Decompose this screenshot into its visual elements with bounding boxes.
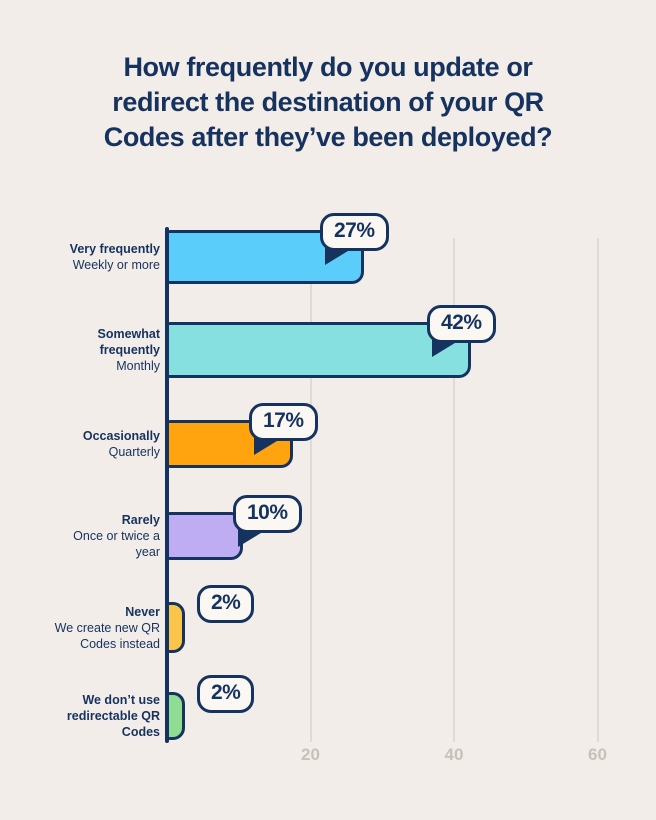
gridline bbox=[309, 238, 312, 742]
category-label-primary: We don’t use redirectable QR Codes bbox=[66, 693, 160, 739]
gridline bbox=[596, 238, 599, 742]
bar bbox=[167, 512, 243, 560]
value-badge: 27% bbox=[320, 213, 389, 251]
category-label-secondary: Weekly or more bbox=[72, 258, 160, 272]
category-label-primary: Rarely bbox=[121, 513, 160, 527]
category-label-primary: Somewhat frequently bbox=[97, 327, 160, 357]
chart-title: How frequently do you update or redirect… bbox=[38, 50, 618, 155]
x-tick-label: 20 bbox=[301, 745, 320, 764]
chart-title-line-1: How frequently do you update or bbox=[123, 52, 533, 82]
bar bbox=[167, 602, 185, 653]
category-label: We don’t use redirectable QR Codes bbox=[46, 689, 160, 743]
category-label-secondary: We create new QR Codes instead bbox=[54, 620, 160, 651]
x-tick-label: 60 bbox=[588, 745, 607, 764]
category-label-secondary: Once or twice a year bbox=[73, 529, 160, 559]
category-label: Somewhat frequently Monthly bbox=[46, 319, 160, 381]
category-label: Rarely Once or twice a year bbox=[46, 509, 160, 563]
category-label-primary: Occasionally bbox=[82, 429, 160, 443]
value-badge: 2% bbox=[197, 585, 255, 623]
gridline bbox=[453, 238, 455, 742]
category-label: Very frequently Weekly or more bbox=[46, 227, 160, 287]
bar bbox=[167, 322, 471, 378]
chart-title-line-3: Codes after they’ve been deployed? bbox=[103, 122, 553, 152]
value-badge: 2% bbox=[197, 675, 255, 713]
chart-title-line-2: redirect the destination of your QR bbox=[112, 87, 544, 117]
category-label-primary: Never bbox=[125, 604, 160, 619]
y-axis-line bbox=[165, 227, 169, 743]
x-tick-label: 40 bbox=[444, 745, 464, 764]
value-badge: 42% bbox=[427, 305, 496, 343]
category-label: Never We create new QR Codes instead bbox=[46, 599, 160, 656]
category-label: Occasionally Quarterly bbox=[46, 417, 160, 471]
category-label-secondary: Monthly bbox=[116, 359, 160, 373]
category-label-secondary: Quarterly bbox=[108, 445, 160, 459]
value-badge: 10% bbox=[233, 495, 302, 533]
bar bbox=[167, 692, 185, 740]
value-badge: 17% bbox=[249, 403, 318, 441]
category-label-primary: Very frequently bbox=[69, 242, 160, 256]
